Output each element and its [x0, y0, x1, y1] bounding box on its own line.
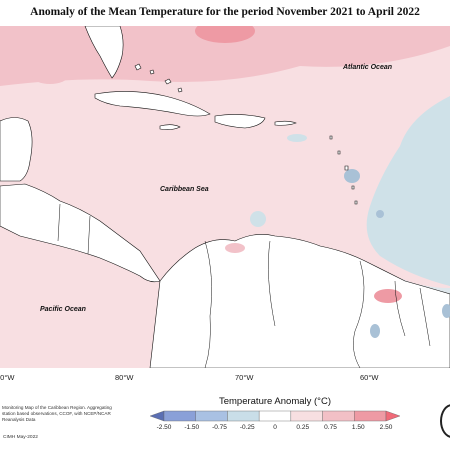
country-borders [57, 203, 431, 368]
legend-swatch-0 [150, 410, 165, 422]
land-lesser-antilles [329, 135, 358, 205]
legend-tick-label: -1.50 [184, 424, 200, 431]
longitude-tick-90w: 90°W [0, 373, 15, 382]
cool-spot-lesser-antilles [344, 169, 360, 183]
cool-spot-east-coast [376, 210, 384, 218]
legend-swatch-7 [354, 410, 387, 422]
legend-tick-label: -0.25 [239, 424, 255, 431]
label-pacific-ocean: Pacific Ocean [40, 306, 86, 313]
land-central-america [0, 183, 161, 283]
warm-spot-venezuela [225, 243, 245, 253]
cool-spot-suriname [442, 304, 450, 318]
legend-tick-label: 0 [273, 424, 277, 431]
land-bahamas [134, 63, 183, 93]
label-caribbean-sea: Caribbean Sea [160, 186, 209, 193]
legend-swatch-4 [258, 410, 292, 422]
legend-tick-label: -2.50 [156, 424, 172, 431]
legend-tick-label: 1.50 [351, 424, 365, 431]
organization-logo [440, 404, 450, 438]
land-masses [0, 26, 450, 368]
legend-tick-label: 0.75 [324, 424, 337, 431]
legend-swatch-5 [290, 410, 323, 422]
land-jamaica [159, 124, 181, 130]
footer-note: Monitoring Map of the Caribbean Region. … [2, 405, 112, 422]
legend-title: Temperature Anomaly (°C) [218, 396, 332, 407]
legend-tick-label: 0.25 [296, 424, 310, 431]
legend-swatch-8 [385, 410, 400, 422]
longitude-tick-80w: 80°W [115, 373, 134, 382]
footer-credit: CIMH May-2022 [3, 435, 38, 440]
map-title: Anomaly of the Mean Temperature for the … [30, 6, 420, 18]
label-atlantic-ocean: Atlantic Ocean [343, 64, 393, 71]
cool-anomaly-east [366, 96, 450, 286]
legend-swatch-1 [163, 410, 196, 422]
legend-tick-label: 2.50 [379, 424, 393, 431]
warm-patch-northwest [32, 68, 68, 84]
land-yucatan [0, 117, 33, 182]
longitude-tick-60w: 60°W [360, 373, 379, 382]
legend-swatch-2 [195, 410, 228, 422]
legend-swatch-3 [227, 410, 260, 422]
land-hispaniola [214, 114, 266, 129]
anomaly-map [0, 26, 450, 368]
warm-peak-north [195, 26, 255, 43]
longitude-tick-70w: 70°W [235, 373, 254, 382]
cool-spot-guyana-coast [370, 324, 380, 338]
land-puerto-rico [274, 120, 297, 126]
legend-swatch-6 [322, 410, 355, 422]
cool-spot-colombia [250, 211, 266, 227]
land-florida [84, 26, 124, 79]
legend-tick-label: -0.75 [212, 424, 227, 431]
warm-spot-guyana [374, 289, 402, 303]
land-cuba [94, 91, 211, 117]
cool-spot-northeast [287, 134, 307, 142]
legend-colorbar [150, 410, 400, 422]
